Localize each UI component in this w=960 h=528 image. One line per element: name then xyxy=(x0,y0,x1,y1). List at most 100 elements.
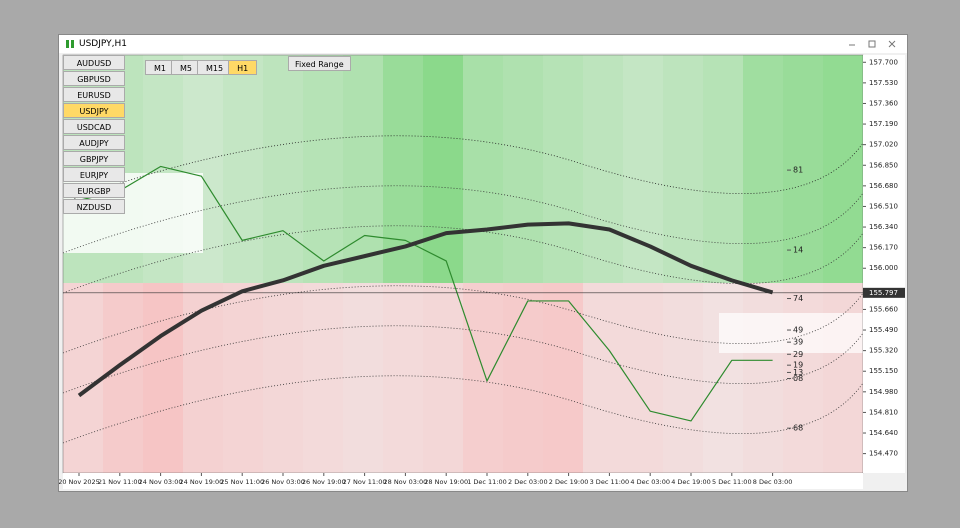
bear-zone xyxy=(263,283,303,473)
y-tick-label: 156.680 xyxy=(869,182,898,190)
envelope-line xyxy=(62,135,864,204)
y-tick-label: 156.340 xyxy=(869,223,898,231)
level-label: 39 xyxy=(793,338,803,347)
time-axis xyxy=(63,473,863,489)
timeframe-button[interactable]: H1 xyxy=(228,60,258,75)
chart-window: USDJPY,H1 154.470 154.640 154.810 154.980 15… xyxy=(58,34,908,492)
level-label: 68 xyxy=(793,424,803,433)
price-line xyxy=(78,165,773,422)
bear-zone xyxy=(423,283,463,473)
symbol-button[interactable]: EURGBP xyxy=(63,183,125,198)
y-tick-label: 156.510 xyxy=(869,202,898,210)
bear-zone xyxy=(223,283,263,473)
current-price-box xyxy=(863,287,905,298)
level-label: 14 xyxy=(793,246,803,255)
x-tick-label: 20 Nov 2025 xyxy=(59,478,100,486)
envelope-line xyxy=(62,325,864,394)
symbol-button[interactable]: NZDUSD xyxy=(63,199,125,214)
bull-zone xyxy=(703,55,743,283)
y-tick-label: 157.190 xyxy=(869,120,898,128)
level-label: 81 xyxy=(793,166,803,175)
x-tick-label: 4 Dec 03:00 xyxy=(630,478,670,486)
bull-zone xyxy=(303,55,343,283)
bull-zone xyxy=(463,55,503,283)
level-label: 13 xyxy=(793,368,803,377)
y-tick-label: 157.700 xyxy=(869,58,898,66)
x-tick-label: 27 Nov 11:00 xyxy=(343,478,387,486)
y-tick-label: 157.360 xyxy=(869,99,898,107)
symbol-button[interactable]: AUDJPY xyxy=(63,135,125,150)
level-label: 08 xyxy=(793,374,803,383)
fixed-range-button[interactable]: Fixed Range xyxy=(288,56,351,71)
x-tick-label: 3 Dec 11:00 xyxy=(590,478,630,486)
y-tick-label: 155.490 xyxy=(869,326,898,334)
x-tick-label: 25 Nov 11:00 xyxy=(220,478,264,486)
bear-zone xyxy=(503,283,543,473)
title-bar: USDJPY,H1 xyxy=(59,35,907,53)
timeframe-bar: M1 M5 M15 H1 xyxy=(145,56,258,75)
bear-zone xyxy=(703,283,743,473)
bear-zone xyxy=(103,283,143,473)
envelope-line xyxy=(62,185,864,254)
bear-zone xyxy=(63,283,103,473)
symbol-button[interactable]: GBPJPY xyxy=(63,151,125,166)
x-tick-label: 21 Nov 11:00 xyxy=(98,478,142,486)
level-label: 74 xyxy=(793,294,803,303)
chart: 154.470 154.640 154.810 154.980 155.150 155.3… xyxy=(59,54,905,489)
y-tick-label: 157.020 xyxy=(869,141,898,149)
envelope-line xyxy=(62,225,864,294)
y-tick-label: 156.000 xyxy=(869,264,898,272)
y-tick-label: 155.150 xyxy=(869,367,898,375)
window-title: USDJPY,H1 xyxy=(79,39,127,49)
bear-zone xyxy=(183,283,223,473)
bear-zone xyxy=(583,283,623,473)
symbol-button[interactable]: EURUSD xyxy=(63,87,125,102)
bear-zone xyxy=(743,283,783,473)
y-tick-label: 154.810 xyxy=(869,408,898,416)
x-tick-label: 28 Nov 03:00 xyxy=(383,478,427,486)
symbol-button[interactable]: AUDUSD xyxy=(63,55,125,70)
timeframe-button[interactable]: M15 xyxy=(197,60,233,75)
current-price-label: 155.797 xyxy=(869,289,898,297)
envelope-line xyxy=(62,285,864,354)
bear-zone xyxy=(383,283,423,473)
bear-zone xyxy=(623,283,663,473)
bull-zone xyxy=(823,55,863,283)
y-tick-label: 154.980 xyxy=(869,388,898,396)
y-tick-label: 156.170 xyxy=(869,244,898,252)
bear-zone xyxy=(343,283,383,473)
y-tick-label: 157.530 xyxy=(869,79,898,87)
bull-zone xyxy=(543,55,583,283)
x-tick-label: 1 Dec 11:00 xyxy=(467,478,507,486)
x-tick-label: 28 Nov 19:00 xyxy=(424,478,468,486)
symbol-button[interactable]: EURJPY xyxy=(63,167,125,182)
symbol-button[interactable]: GBPUSD xyxy=(63,71,125,86)
envelope-line xyxy=(62,375,864,444)
x-tick-label: 26 Nov 03:00 xyxy=(261,478,305,486)
app-icon xyxy=(66,40,74,48)
x-tick-label: 4 Dec 19:00 xyxy=(671,478,711,486)
symbol-button[interactable]: USDCAD xyxy=(63,119,125,134)
bear-zone xyxy=(463,283,503,473)
x-tick-label: 2 Dec 19:00 xyxy=(549,478,589,486)
bull-zone xyxy=(343,55,383,283)
price-line xyxy=(77,221,774,398)
level-label: 19 xyxy=(793,361,803,370)
level-label: 29 xyxy=(793,350,803,359)
y-tick-label: 155.320 xyxy=(869,347,898,355)
x-tick-label: 26 Nov 19:00 xyxy=(302,478,346,486)
x-tick-label: 5 Dec 11:00 xyxy=(712,478,752,486)
bull-zone xyxy=(263,55,303,283)
bull-zone xyxy=(423,55,463,283)
bear-zone xyxy=(823,283,863,473)
window-controls[interactable] xyxy=(843,35,903,53)
bull-zone xyxy=(663,55,703,283)
x-tick-label: 2 Dec 03:00 xyxy=(508,478,548,486)
level-label: 49 xyxy=(793,326,803,335)
x-tick-label: 24 Nov 03:00 xyxy=(139,478,183,486)
bull-zone xyxy=(743,55,783,283)
symbol-list: AUDUSD GBPUSD EURUSD USDJPY USDCAD AUDJPY GBPJ… xyxy=(63,55,127,215)
price-axis xyxy=(863,55,905,473)
bull-zone xyxy=(783,55,823,283)
symbol-button[interactable]: USDJPY xyxy=(63,103,125,118)
